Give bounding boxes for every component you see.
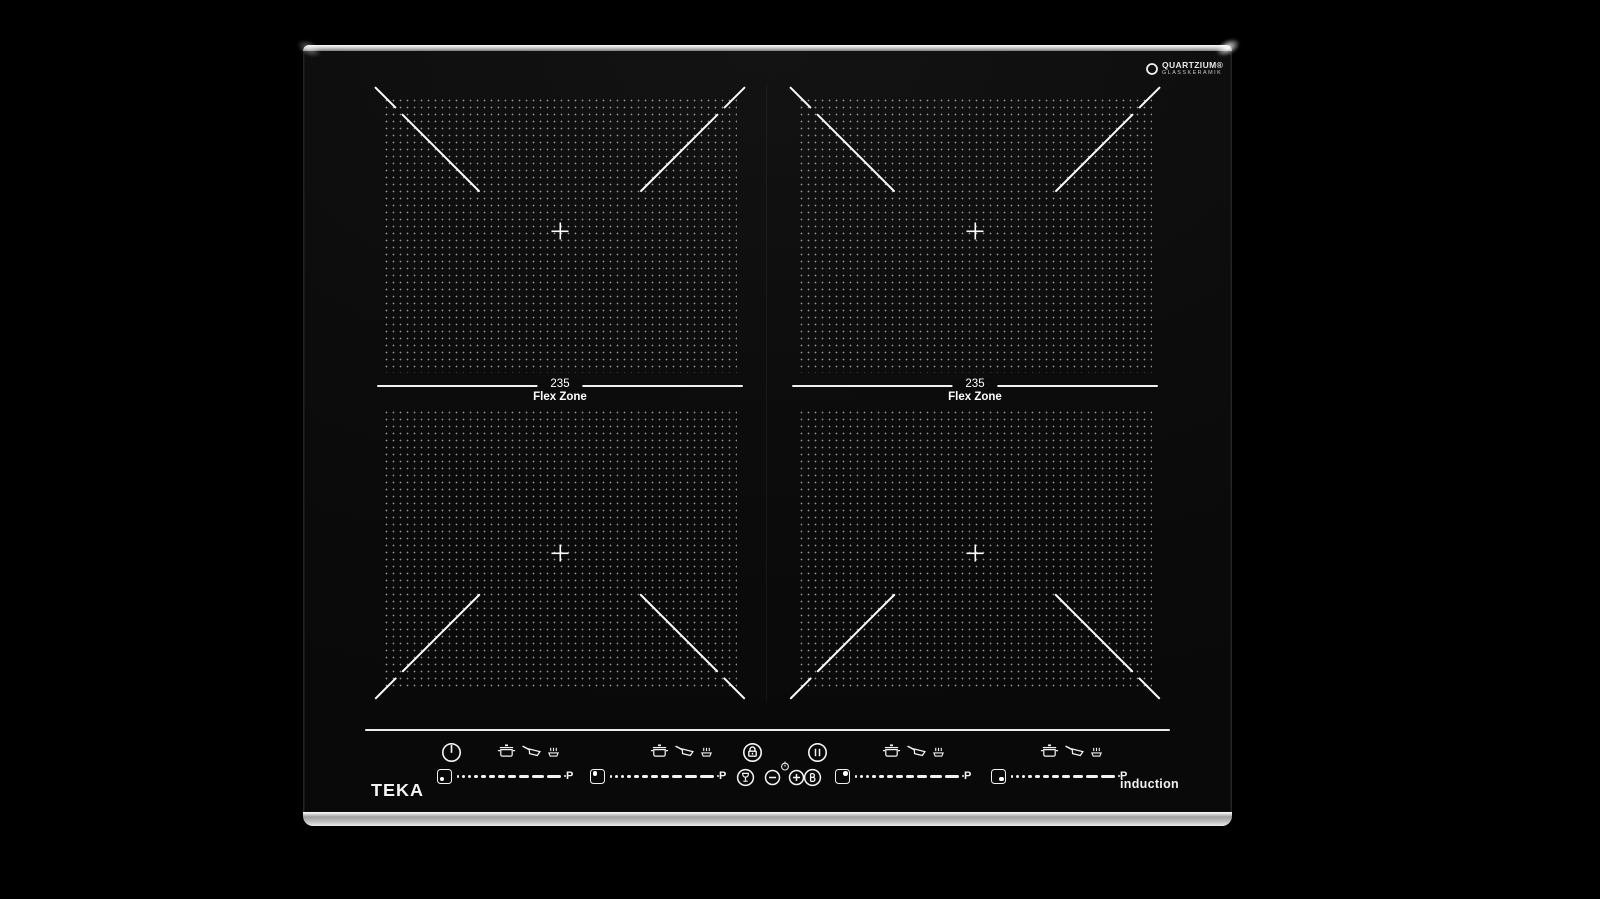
zone-name-label: Flex Zone — [533, 391, 587, 403]
power-slider-track[interactable] — [610, 774, 719, 778]
flex-zone-label: 235 Flex Zone — [790, 377, 1160, 405]
minus-icon — [764, 769, 781, 786]
steam-icon — [548, 747, 559, 757]
power-boost-label[interactable]: P — [719, 770, 727, 782]
steam-icon — [933, 747, 944, 757]
zone-center-cross — [551, 544, 569, 562]
metal-edge-top — [303, 45, 1232, 51]
cooking-zone-back-right — [789, 85, 1161, 377]
zone-position-icon — [835, 768, 850, 784]
zone-center-cross — [966, 222, 984, 240]
cooking-zone-back-left — [374, 85, 746, 377]
goblet-function-button[interactable] — [736, 768, 755, 787]
cookware-pictograms — [650, 742, 713, 758]
lock-icon — [743, 743, 762, 762]
zone-size-label: 235 — [537, 378, 583, 391]
timer-button[interactable] — [803, 768, 822, 787]
timer-b-icon — [803, 768, 822, 787]
power-boost-label[interactable]: P — [566, 770, 574, 782]
zone-center-cross — [966, 544, 984, 562]
quartzium-ring-icon — [1146, 63, 1158, 75]
cookware-pictograms — [882, 742, 945, 758]
zone-center-cross — [551, 222, 569, 240]
pan-icon — [675, 745, 694, 757]
flex-zone-label: 235 Flex Zone — [375, 377, 745, 405]
quartzium-badge: QUARTZIUM® GLASSKERAMIK — [1145, 61, 1223, 77]
zone-position-icon — [991, 768, 1006, 784]
zone-position-icon — [590, 768, 605, 784]
pan-icon — [907, 745, 926, 757]
zone-divider — [766, 85, 767, 701]
cooking-zone-front-left — [374, 405, 746, 701]
steam-icon — [1091, 747, 1102, 757]
cookware-pictograms — [1040, 742, 1103, 758]
induction-label: induction — [1120, 777, 1179, 791]
power-slider-track[interactable] — [457, 774, 566, 778]
pan-icon — [522, 745, 541, 757]
power-icon — [442, 743, 461, 762]
cookware-pictograms — [497, 742, 560, 758]
induction-hob: QUARTZIUM® GLASSKERAMIK 235 Flex Zone — [294, 34, 1243, 826]
badge-subtitle: GLASSKERAMIK — [1162, 70, 1223, 76]
power-slider-back-left[interactable]: P — [590, 768, 726, 784]
power-boost-label[interactable]: P — [964, 770, 972, 782]
teka-logo: TEKA — [371, 780, 424, 800]
pot-icon — [882, 744, 901, 757]
power-slider-front-left[interactable]: P — [437, 768, 573, 784]
power-boost-label[interactable]: P — [1120, 770, 1128, 782]
zone-position-icon — [437, 768, 452, 784]
steam-icon — [701, 747, 712, 757]
pot-icon — [497, 744, 516, 757]
flex-zone-left: 235 Flex Zone — [374, 85, 746, 701]
timer-indicator — [780, 761, 790, 771]
cooking-zone-front-right — [789, 405, 1161, 701]
control-panel-divider — [365, 729, 1170, 731]
flex-zone-right: 235 Flex Zone — [789, 85, 1161, 701]
power-slider-front-right[interactable]: P — [991, 768, 1127, 784]
pan-icon — [1065, 745, 1084, 757]
clock-small-icon — [781, 761, 789, 771]
lock-button[interactable] — [742, 742, 763, 763]
timer-plus-button[interactable] — [788, 769, 805, 786]
power-slider-track[interactable] — [855, 774, 964, 778]
pause-icon — [808, 743, 827, 762]
power-slider-track[interactable] — [1011, 774, 1120, 778]
timer-minus-button[interactable] — [764, 769, 781, 786]
badge-title: QUARTZIUM® — [1162, 60, 1224, 70]
plus-icon — [788, 769, 805, 786]
pot-icon — [1040, 744, 1059, 757]
pot-icon — [650, 744, 669, 757]
goblet-icon — [736, 768, 755, 787]
metal-edge-bottom — [303, 812, 1232, 826]
zone-name-label: Flex Zone — [948, 391, 1002, 403]
zone-size-label: 235 — [952, 378, 998, 391]
power-slider-back-right[interactable]: P — [835, 768, 971, 784]
pause-button[interactable] — [807, 742, 828, 763]
power-button[interactable] — [441, 742, 462, 763]
